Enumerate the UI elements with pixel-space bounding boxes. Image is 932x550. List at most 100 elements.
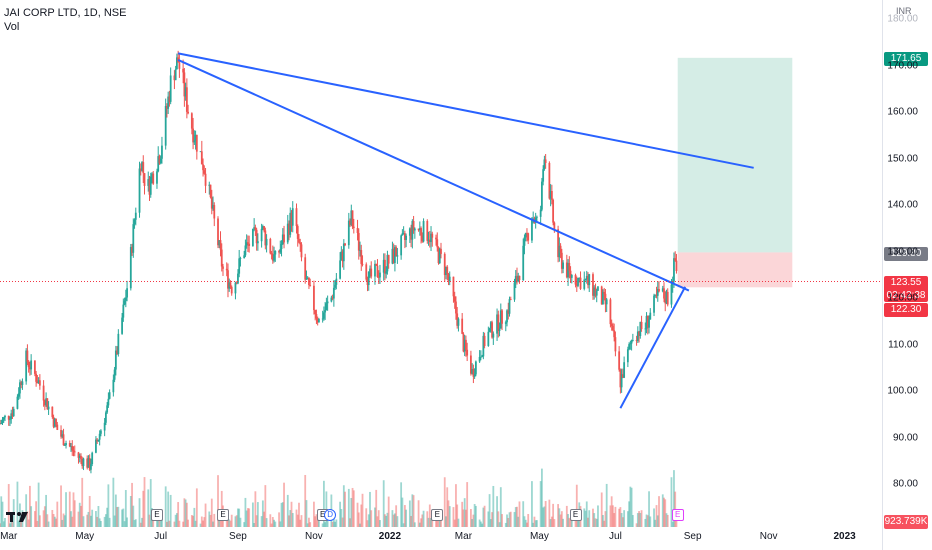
candle-body — [17, 393, 20, 397]
volume-bar — [273, 519, 275, 527]
candle-body — [579, 277, 582, 289]
candle-body — [621, 374, 624, 378]
candle-body — [235, 282, 238, 284]
volume-bar — [331, 521, 334, 527]
volume-bar — [187, 519, 190, 527]
candle-body — [487, 331, 490, 346]
volume-bar — [108, 517, 111, 527]
volume-bar — [567, 514, 569, 527]
price-axis[interactable] — [882, 0, 932, 550]
volume-bar — [392, 514, 395, 527]
volume-bar — [524, 519, 527, 527]
volume-bar — [559, 514, 562, 527]
candle-body — [513, 282, 516, 300]
candle-body — [0, 423, 1, 425]
candle-body — [461, 318, 464, 334]
candle-body — [631, 340, 634, 341]
candle-body — [575, 284, 578, 286]
candle-body — [649, 312, 652, 320]
volume-bar — [288, 515, 290, 527]
volume-bar — [129, 495, 132, 527]
candle-body — [291, 208, 294, 226]
earnings-marker[interactable]: E — [216, 509, 229, 521]
candle-body — [248, 243, 251, 246]
volume-bar — [636, 513, 639, 527]
volume-bar — [71, 516, 74, 527]
candle-body — [349, 220, 351, 225]
candle-body — [193, 140, 196, 143]
candle-body — [225, 268, 228, 271]
volume-bar — [16, 481, 19, 527]
volume-bar — [401, 497, 404, 527]
volume-bar — [671, 521, 674, 527]
currency-label[interactable]: INR — [896, 6, 912, 16]
candle-body — [164, 106, 167, 146]
candle-body — [261, 226, 264, 229]
volume-bar — [448, 506, 451, 527]
candle-body — [516, 275, 518, 282]
candle-body — [570, 274, 573, 278]
volume-bar — [593, 513, 596, 527]
candle-body — [316, 318, 319, 323]
candle-body — [347, 220, 350, 246]
volume-bar — [315, 514, 318, 527]
volume-bar — [265, 518, 268, 527]
candle-body — [78, 455, 81, 458]
volume-bar — [167, 491, 170, 527]
candle-body — [344, 243, 346, 246]
candle-body — [541, 181, 543, 210]
volume-bar — [365, 508, 368, 527]
volume-bar — [200, 516, 203, 527]
volume-bar — [501, 514, 503, 527]
candle-body — [152, 173, 155, 184]
volume-bar — [410, 515, 413, 527]
volume-bar — [235, 515, 238, 527]
symbol-title[interactable]: JAI CORP LTD, 1D, NSE — [4, 7, 127, 19]
volume-bar — [654, 519, 657, 527]
volume-bar — [491, 512, 493, 527]
volume-bar — [496, 496, 498, 527]
candle-body — [7, 415, 10, 420]
volume-bar — [271, 517, 274, 527]
volume-bar — [648, 491, 650, 527]
volume-bar — [185, 502, 188, 527]
volume-bar — [427, 517, 430, 527]
volume-bar — [487, 511, 490, 527]
earnings-marker[interactable]: E — [569, 509, 582, 521]
candle-body — [417, 228, 420, 231]
earnings-marker[interactable]: E — [150, 509, 163, 521]
candle-body — [342, 243, 345, 262]
candle-body — [369, 268, 371, 272]
volume-bar — [518, 501, 521, 527]
candle-body — [597, 286, 599, 291]
volume-bar — [447, 500, 450, 527]
volume-bar — [192, 515, 194, 527]
candle-body — [552, 199, 555, 223]
candle-body — [509, 299, 512, 300]
tradingview-logo-icon[interactable] — [6, 510, 32, 524]
candle-body — [168, 96, 171, 102]
candle-body — [496, 314, 498, 334]
volume-bar — [592, 508, 594, 527]
entry-price-tag: 129.80 — [884, 247, 928, 261]
volume-bar — [646, 515, 649, 527]
candle-body — [114, 350, 117, 370]
time-tick: Mar — [0, 531, 18, 542]
candle-body — [453, 296, 456, 302]
earnings-marker[interactable]: E — [671, 509, 684, 521]
volume-bar — [377, 510, 380, 527]
price-tick: 150.00 — [887, 153, 918, 164]
candle-body — [308, 277, 310, 286]
candle-body — [560, 252, 563, 269]
dividend-marker[interactable]: D — [324, 509, 337, 521]
volume-bar — [523, 516, 526, 527]
candle-body — [339, 260, 341, 279]
volume-bar — [298, 502, 300, 527]
volume-bar — [304, 474, 307, 527]
volume-bar — [403, 505, 406, 527]
volume-bar — [595, 518, 598, 527]
earnings-marker[interactable]: E — [431, 509, 444, 521]
candle-body — [90, 464, 92, 470]
candle-body — [21, 381, 24, 385]
